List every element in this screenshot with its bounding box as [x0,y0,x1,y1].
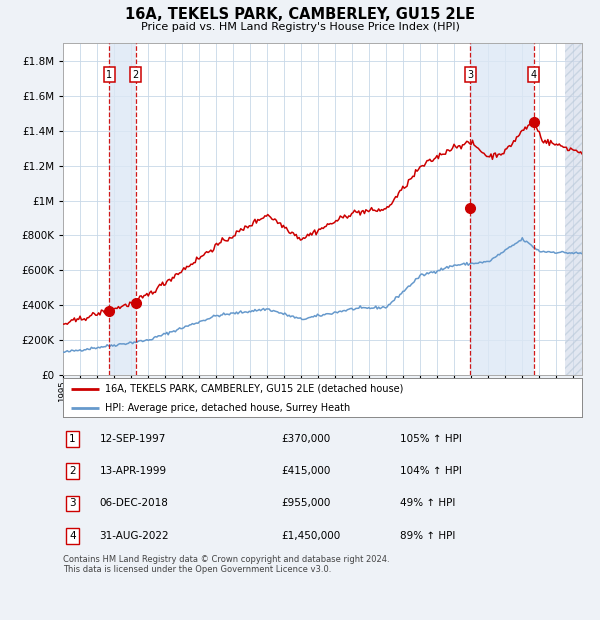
Text: £955,000: £955,000 [281,498,331,508]
Text: £1,450,000: £1,450,000 [281,531,340,541]
Text: 49% ↑ HPI: 49% ↑ HPI [400,498,456,508]
Text: 31-AUG-2022: 31-AUG-2022 [100,531,169,541]
Text: 1: 1 [106,70,112,80]
Text: 12-SEP-1997: 12-SEP-1997 [100,434,166,444]
Text: HPI: Average price, detached house, Surrey Heath: HPI: Average price, detached house, Surr… [104,403,350,413]
Text: 105% ↑ HPI: 105% ↑ HPI [400,434,462,444]
Text: 104% ↑ HPI: 104% ↑ HPI [400,466,462,476]
Text: 89% ↑ HPI: 89% ↑ HPI [400,531,456,541]
Text: 3: 3 [69,498,76,508]
Text: Price paid vs. HM Land Registry's House Price Index (HPI): Price paid vs. HM Land Registry's House … [140,22,460,32]
Text: 4: 4 [69,531,76,541]
Text: 06-DEC-2018: 06-DEC-2018 [100,498,168,508]
Text: £415,000: £415,000 [281,466,331,476]
Bar [109,43,136,375]
Bar [565,43,582,375]
Bar [470,43,534,375]
Text: 16A, TEKELS PARK, CAMBERLEY, GU15 2LE (detached house): 16A, TEKELS PARK, CAMBERLEY, GU15 2LE (d… [104,384,403,394]
Text: 13-APR-1999: 13-APR-1999 [100,466,166,476]
Text: 3: 3 [467,70,473,80]
Text: 4: 4 [531,70,537,80]
Text: £370,000: £370,000 [281,434,330,444]
Text: 16A, TEKELS PARK, CAMBERLEY, GU15 2LE: 16A, TEKELS PARK, CAMBERLEY, GU15 2LE [125,7,475,22]
Text: Contains HM Land Registry data © Crown copyright and database right 2024.
This d: Contains HM Land Registry data © Crown c… [63,555,389,574]
Text: 2: 2 [69,466,76,476]
Text: 1: 1 [69,434,76,444]
Text: 2: 2 [133,70,139,80]
